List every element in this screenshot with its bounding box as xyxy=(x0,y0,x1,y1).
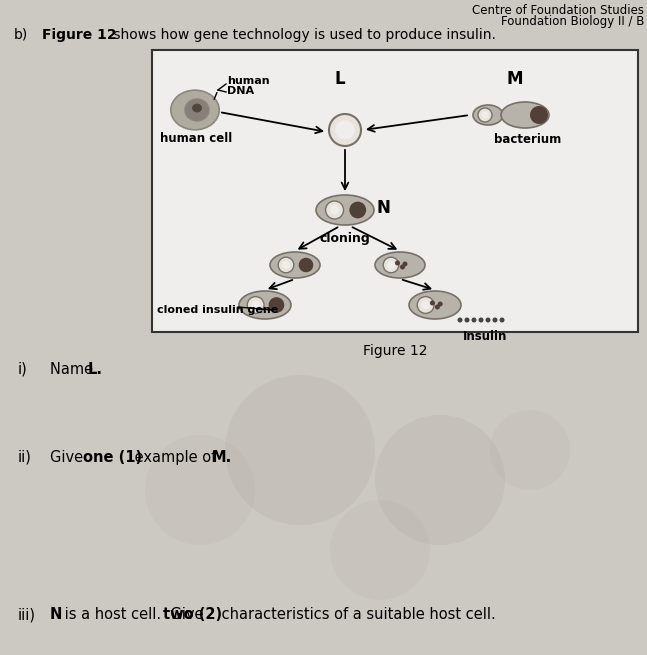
Text: Name: Name xyxy=(50,362,98,377)
Circle shape xyxy=(430,301,435,305)
Circle shape xyxy=(247,297,264,313)
Circle shape xyxy=(375,415,505,545)
Ellipse shape xyxy=(409,291,461,319)
Circle shape xyxy=(417,297,434,313)
Text: Figure 12: Figure 12 xyxy=(363,344,427,358)
Text: L.: L. xyxy=(88,362,103,377)
Text: human: human xyxy=(227,76,270,86)
Ellipse shape xyxy=(185,99,209,121)
Text: Insulin: Insulin xyxy=(463,330,507,343)
Text: shows how gene technology is used to produce insulin.: shows how gene technology is used to pro… xyxy=(109,28,496,42)
Circle shape xyxy=(400,265,405,269)
Circle shape xyxy=(472,318,476,322)
Circle shape xyxy=(252,301,260,309)
Text: cloned insulin gene: cloned insulin gene xyxy=(157,305,278,315)
Circle shape xyxy=(465,318,470,322)
Text: Figure 12: Figure 12 xyxy=(42,28,116,42)
Circle shape xyxy=(395,261,400,265)
Circle shape xyxy=(490,410,570,490)
Ellipse shape xyxy=(171,90,219,130)
Circle shape xyxy=(329,114,361,146)
Text: Foundation Biology II / B: Foundation Biology II / B xyxy=(501,15,644,28)
Circle shape xyxy=(387,261,395,269)
Circle shape xyxy=(478,108,492,122)
Text: ii): ii) xyxy=(18,450,32,465)
Text: b): b) xyxy=(14,28,28,42)
Text: Give: Give xyxy=(50,450,88,465)
Circle shape xyxy=(457,318,463,322)
Text: two (2): two (2) xyxy=(163,607,222,622)
Text: N: N xyxy=(50,607,62,622)
Bar xyxy=(152,50,638,332)
Text: example of: example of xyxy=(130,450,221,465)
Circle shape xyxy=(299,257,313,272)
Text: bacterium: bacterium xyxy=(494,133,562,146)
Ellipse shape xyxy=(270,252,320,278)
Ellipse shape xyxy=(375,252,425,278)
Text: human cell: human cell xyxy=(160,132,232,145)
Text: i): i) xyxy=(18,362,28,377)
Text: Centre of Foundation Studies: Centre of Foundation Studies xyxy=(472,4,644,17)
Ellipse shape xyxy=(501,102,549,128)
Text: N: N xyxy=(377,199,391,217)
Text: is a host cell.  Give: is a host cell. Give xyxy=(60,607,208,622)
Ellipse shape xyxy=(239,291,291,319)
Circle shape xyxy=(269,297,284,313)
Circle shape xyxy=(499,318,505,322)
Circle shape xyxy=(435,305,440,310)
Circle shape xyxy=(278,257,294,272)
Ellipse shape xyxy=(192,103,202,113)
Text: one (1): one (1) xyxy=(83,450,142,465)
Circle shape xyxy=(530,106,548,124)
Circle shape xyxy=(330,500,430,600)
Circle shape xyxy=(479,318,483,322)
Ellipse shape xyxy=(473,105,503,125)
Circle shape xyxy=(421,301,430,309)
Circle shape xyxy=(485,318,490,322)
Circle shape xyxy=(438,301,443,307)
Circle shape xyxy=(349,202,366,218)
Text: iii): iii) xyxy=(18,607,36,622)
Circle shape xyxy=(481,111,488,119)
Circle shape xyxy=(402,261,408,267)
Circle shape xyxy=(325,201,344,219)
Circle shape xyxy=(335,121,355,140)
Text: DNA: DNA xyxy=(227,86,254,96)
Circle shape xyxy=(383,257,399,272)
Text: M: M xyxy=(507,70,523,88)
Text: characteristics of a suitable host cell.: characteristics of a suitable host cell. xyxy=(217,607,496,622)
Text: cloning: cloning xyxy=(320,232,370,245)
Text: L: L xyxy=(334,70,345,88)
Circle shape xyxy=(330,206,339,214)
Circle shape xyxy=(282,261,290,269)
Circle shape xyxy=(225,375,375,525)
Ellipse shape xyxy=(316,195,374,225)
Circle shape xyxy=(145,435,255,545)
Text: M.: M. xyxy=(212,450,232,465)
Circle shape xyxy=(492,318,498,322)
